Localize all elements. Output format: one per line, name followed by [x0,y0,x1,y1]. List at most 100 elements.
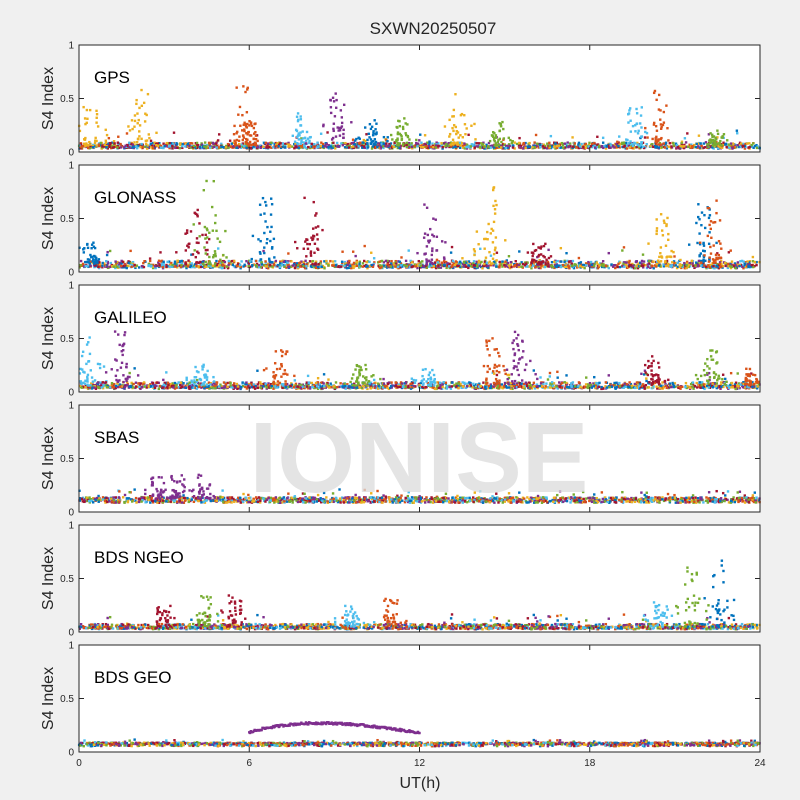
data-point [225,256,228,259]
data-point [470,143,473,146]
data-point [659,252,662,255]
data-point [604,381,608,384]
data-point [643,136,647,139]
data-point [291,264,295,267]
data-point [338,126,341,130]
data-point [517,144,521,148]
data-point [489,264,492,267]
data-point [89,264,92,267]
data-point [475,264,479,267]
data-point [474,262,478,266]
data-point [715,264,718,268]
data-point [529,263,533,267]
data-point [548,144,551,148]
data-point [199,265,202,269]
data-point [340,260,344,263]
data-point [240,260,243,263]
data-point [752,146,755,150]
data-point [586,144,589,148]
data-point [400,135,403,138]
data-point [565,251,568,255]
data-point [449,141,453,144]
data-point [204,264,208,267]
data-point [544,263,547,266]
data-point [659,143,663,146]
data-point [104,141,108,144]
data-point [635,122,639,125]
data-point [538,246,542,249]
data-point [131,146,134,149]
data-point [473,253,476,257]
data-point [683,261,686,265]
data-point [130,263,134,267]
data-point [719,139,722,143]
data-point [352,143,355,147]
data-point [392,262,395,265]
data-point [639,264,642,268]
data-point [730,265,734,269]
data-point [230,259,234,263]
data-point [534,265,538,268]
data-point [524,262,528,265]
data-point [393,141,396,145]
data-point [116,260,119,264]
data-point [403,117,406,120]
data-point [244,123,248,126]
data-point [600,144,604,148]
data-point [364,139,367,143]
y-tick-label: 0.5 [60,214,74,225]
data-point [286,260,290,263]
data-point [669,255,672,258]
data-point [216,264,220,268]
data-point [598,144,601,148]
data-point [588,141,591,145]
data-point [195,146,199,149]
data-point [479,265,483,269]
data-point [680,264,684,267]
data-point [243,263,246,266]
data-point [366,143,369,146]
data-point [314,226,318,229]
data-point [84,264,87,268]
data-point [477,142,480,145]
data-point [537,261,541,264]
data-point [667,238,670,242]
data-point [390,259,393,263]
data-point [693,266,696,270]
data-point [242,265,245,268]
data-point [130,119,134,122]
data-point [652,260,655,263]
data-point [482,141,485,144]
data-point [245,111,249,114]
data-point [381,264,384,268]
data-point [366,142,369,145]
data-point [493,140,496,143]
data-point [697,142,700,145]
data-point [571,146,574,150]
data-point [309,135,312,139]
data-point [407,249,410,252]
data-point [382,377,385,381]
data-point [455,142,459,145]
data-point [332,129,335,133]
data-point [607,251,610,255]
data-point [344,141,347,145]
data-point [402,142,405,146]
data-point [104,128,107,132]
data-point [672,260,676,263]
data-point [407,141,411,145]
data-point [654,137,657,140]
data-point [386,259,389,263]
data-point [262,145,265,148]
data-point [203,264,206,267]
data-point [755,146,759,150]
data-point [159,146,163,149]
data-point [259,258,262,261]
data-point [133,125,136,128]
data-point [498,129,502,132]
data-point [404,143,407,146]
data-point [265,146,269,149]
data-point [560,141,564,145]
data-point [235,265,239,268]
data-point [266,237,269,241]
